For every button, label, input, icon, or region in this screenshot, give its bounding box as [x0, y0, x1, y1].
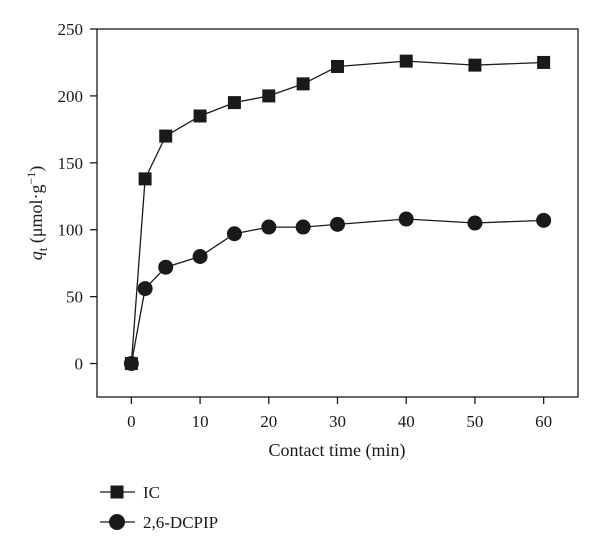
y-axis-label-subscript: t: [35, 247, 50, 251]
legend: IC 2,6-DCPIP: [100, 483, 218, 532]
legend-label: IC: [143, 483, 160, 502]
y-axis-label-unit: (μmol·g: [26, 185, 47, 248]
y-axis-label-close: ): [26, 166, 47, 172]
data-point-2-6-dcpip: [467, 215, 483, 231]
x-tick-label: 0: [127, 412, 136, 431]
x-tick-label: 40: [398, 412, 415, 431]
data-point-2-6-dcpip: [137, 281, 153, 297]
y-axis-label-superscript: −1: [24, 172, 38, 185]
data-point-2-6-dcpip: [330, 216, 345, 232]
legend-marker: [110, 485, 124, 499]
data-point-2-6-dcpip: [536, 212, 552, 228]
y-tick-label: 250: [58, 20, 84, 39]
x-tick-label: 20: [260, 412, 277, 431]
data-point-2-6-dcpip: [226, 226, 242, 242]
series-line-2-6-dcpip: [130, 218, 544, 364]
x-axis-label: Contact time (min): [269, 440, 406, 461]
y-axis-label: qt (μmol·g−1): [24, 166, 50, 261]
data-point-ic: [537, 55, 551, 69]
y-tick-label: 100: [58, 221, 84, 240]
series-ic: [124, 54, 551, 371]
data-point-2-6-dcpip: [295, 219, 311, 235]
x-tick-label: 50: [466, 412, 483, 431]
plot-frame: [96, 28, 579, 398]
y-axis-label-symbol: q: [26, 251, 46, 260]
data-point-2-6-dcpip: [261, 219, 277, 235]
y-tick-label: 50: [66, 288, 83, 307]
data-point-2-6-dcpip: [158, 259, 174, 275]
data-point-2-6-dcpip: [398, 211, 414, 227]
legend-label: 2,6-DCPIP: [143, 513, 218, 532]
data-point-ic: [227, 96, 241, 110]
series-2-6-dcpip: [123, 211, 552, 372]
y-axis: 0 50 100 150 200 250: [58, 20, 97, 374]
x-tick-label: 60: [535, 412, 552, 431]
legend-item-2-6-dcpip: 2,6-DCPIP: [100, 513, 218, 532]
data-point-ic: [331, 59, 344, 73]
data-point-ic: [296, 77, 310, 91]
legend-marker: [109, 514, 125, 530]
data-point-ic: [468, 58, 482, 72]
data-point-ic: [138, 172, 152, 186]
data-point-ic: [159, 129, 173, 143]
x-axis: 0 10 20 30 40 50 60: [127, 397, 552, 431]
data-point-ic: [193, 109, 207, 123]
series-line-ic: [130, 60, 544, 364]
data-point-ic: [399, 54, 413, 68]
series-layer: [123, 54, 552, 372]
y-tick-label: 200: [58, 87, 84, 106]
data-point-ic: [262, 89, 276, 103]
x-tick-label: 30: [329, 412, 346, 431]
legend-item-ic: IC: [100, 483, 160, 502]
data-point-2-6-dcpip: [192, 248, 208, 264]
x-tick-label: 10: [192, 412, 209, 431]
y-tick-label: 150: [58, 154, 84, 173]
y-tick-label: 0: [75, 355, 84, 374]
data-point-2-6-dcpip: [123, 356, 139, 372]
